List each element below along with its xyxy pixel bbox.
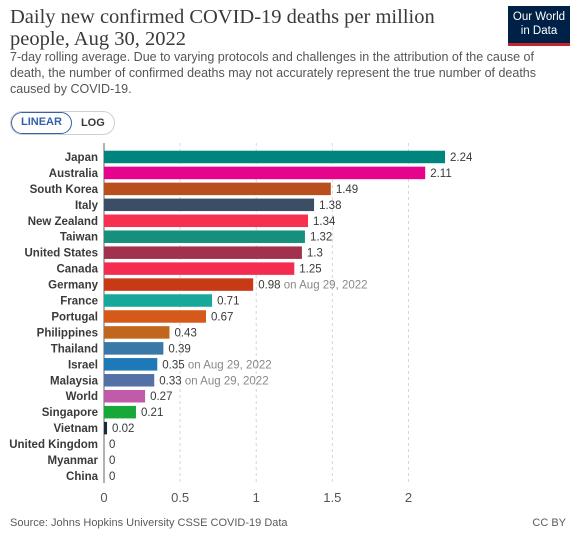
category-label: China bbox=[66, 471, 99, 483]
chart-title: Daily new confirmed COVID-19 deaths per … bbox=[10, 6, 435, 50]
category-label: Thailand bbox=[51, 343, 98, 355]
bar bbox=[104, 358, 158, 371]
bar bbox=[104, 166, 426, 180]
chart-subtitle: 7-day rolling average. Due to varying pr… bbox=[10, 50, 536, 96]
date-annotation: on Aug 29, 2022 bbox=[281, 280, 368, 292]
bar bbox=[104, 198, 315, 212]
bar bbox=[104, 246, 302, 259]
category-label: United Kingdom bbox=[9, 439, 98, 451]
value-label: 0.43 bbox=[174, 327, 196, 339]
value-label: 0.21 bbox=[141, 407, 163, 419]
x-tick-label: 1.5 bbox=[323, 490, 341, 505]
bar bbox=[104, 310, 206, 323]
value-label: 0.39 bbox=[168, 343, 190, 355]
category-label: United States bbox=[25, 248, 99, 260]
x-tick-label: 0.5 bbox=[171, 490, 189, 505]
bar bbox=[104, 214, 308, 228]
category-label: Vietnam bbox=[53, 423, 98, 435]
bar bbox=[104, 262, 295, 275]
logo-line-1: Our World bbox=[512, 11, 566, 23]
date-annotation: on Aug 29, 2022 bbox=[185, 359, 272, 371]
log-scale-button[interactable]: LOG bbox=[80, 117, 105, 129]
license-label[interactable]: CC BY bbox=[532, 517, 566, 529]
category-label: Canada bbox=[56, 264, 98, 276]
category-label: South Korea bbox=[30, 184, 99, 196]
category-label: Portugal bbox=[51, 311, 98, 323]
bar bbox=[104, 421, 108, 435]
value-label: 0.27 bbox=[150, 391, 172, 403]
category-label: Italy bbox=[75, 200, 99, 212]
category-label: France bbox=[60, 296, 98, 308]
category-label: Germany bbox=[48, 280, 98, 292]
category-label: Taiwan bbox=[60, 232, 98, 244]
bar bbox=[104, 150, 445, 164]
value-label: 2.11 bbox=[430, 168, 452, 180]
category-label: New Zealand bbox=[28, 216, 98, 228]
bar bbox=[104, 389, 146, 403]
value-label: 1.49 bbox=[336, 184, 358, 196]
bar bbox=[104, 326, 170, 339]
value-label: 1.34 bbox=[313, 216, 336, 228]
value-label: 0 bbox=[109, 471, 115, 483]
bar bbox=[104, 278, 254, 291]
bar bbox=[104, 374, 155, 387]
x-tick-label: 0 bbox=[100, 490, 107, 505]
value-label: 1.3 bbox=[307, 248, 323, 260]
bar bbox=[104, 230, 305, 243]
value-label: 0.33 on Aug 29, 2022 bbox=[159, 375, 268, 387]
category-label: Japan bbox=[65, 152, 98, 164]
category-label: Malaysia bbox=[50, 375, 99, 387]
category-label: World bbox=[66, 391, 98, 403]
category-label: Australia bbox=[49, 168, 99, 180]
value-label: 0.67 bbox=[211, 311, 233, 323]
scale-toggle: LINEAR LOG bbox=[10, 111, 115, 135]
date-annotation: on Aug 29, 2022 bbox=[182, 375, 269, 387]
value-label: 1.38 bbox=[319, 200, 341, 212]
bar bbox=[104, 294, 213, 307]
value-label: 0.35 on Aug 29, 2022 bbox=[162, 359, 271, 371]
bar bbox=[104, 182, 331, 196]
logo-line-2: in Data bbox=[520, 25, 558, 37]
category-label: Singapore bbox=[42, 407, 98, 419]
owid-logo[interactable]: Our World in Data bbox=[508, 6, 570, 46]
value-label: 0.71 bbox=[217, 296, 239, 308]
value-label: 0 bbox=[109, 455, 115, 467]
x-tick-label: 2 bbox=[405, 490, 412, 505]
bar bbox=[104, 405, 136, 419]
bar-chart: 0 0.5 1 1.5 2 Japan 2.24 Australia 2.11 South Kor… bbox=[9, 143, 473, 505]
category-label: Philippines bbox=[37, 327, 98, 339]
value-label: 1.25 bbox=[299, 264, 321, 276]
value-label: 0.98 on Aug 29, 2022 bbox=[258, 280, 367, 292]
category-label: Myanmar bbox=[48, 455, 99, 467]
value-label: 2.24 bbox=[450, 152, 473, 164]
linear-scale-button[interactable]: LINEAR bbox=[11, 112, 72, 134]
bar bbox=[104, 342, 164, 355]
category-label: Israel bbox=[68, 359, 98, 371]
value-label: 0 bbox=[109, 439, 115, 451]
source-note[interactable]: Source: Johns Hopkins University CSSE CO… bbox=[10, 517, 288, 529]
x-tick-label: 1 bbox=[253, 490, 260, 505]
value-label: 0.02 bbox=[112, 423, 134, 435]
value-label: 1.32 bbox=[310, 232, 332, 244]
